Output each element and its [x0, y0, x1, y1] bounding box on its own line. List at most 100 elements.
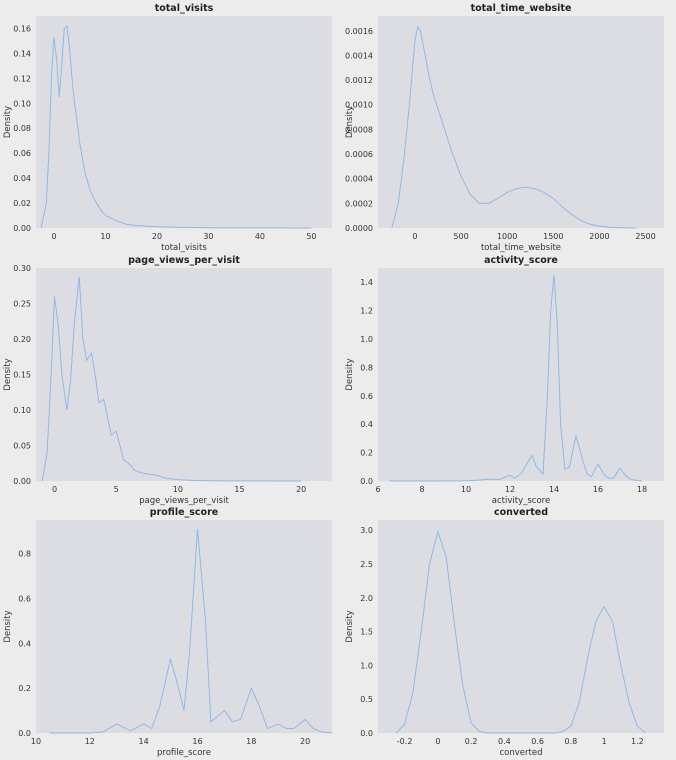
x-tick-label: 0: [51, 232, 56, 241]
x-axis-label: activity_score: [492, 496, 550, 506]
x-tick-label: 20: [296, 485, 306, 494]
y-tick-label: 0.16: [13, 24, 31, 33]
x-tick-label: 12: [505, 485, 515, 494]
x-tick-label: 20: [300, 737, 310, 746]
y-tick-label: 0.20: [13, 335, 31, 344]
x-tick-label: 0.2: [465, 737, 478, 746]
subplot-title: activity_score: [484, 255, 558, 266]
y-tick-label: 0.08: [13, 124, 31, 133]
y-axis-label: Density: [345, 358, 355, 390]
y-tick-label: 1.5: [360, 628, 373, 637]
density-curve: [395, 529, 647, 734]
plot-area: [36, 268, 332, 481]
y-axis-label: Density: [3, 610, 13, 642]
y-tick-label: 0.0: [360, 477, 373, 486]
x-tick-label: 12: [85, 737, 95, 746]
subplot-title: converted: [494, 507, 548, 518]
x-axis-label: converted: [500, 748, 543, 758]
x-tick-label: 1000: [497, 232, 517, 241]
y-tick-label: 0.0016: [345, 27, 373, 36]
subplot-4: activity_score 6 8 10 12 14 16 18 0.0 0.2 0.4 0.6 0.…: [345, 255, 664, 506]
y-tick-label: 0.0: [18, 729, 31, 738]
x-tick-label: 50: [306, 232, 316, 241]
x-tick-label: 1: [602, 737, 607, 746]
y-tick-label: 0.00: [13, 224, 31, 233]
y-tick-label: 0.0000: [345, 224, 373, 233]
x-tick-label: 20: [152, 232, 162, 241]
plot-area: [36, 520, 332, 733]
x-tick-label: 16: [593, 485, 603, 494]
x-tick-label: 500: [453, 232, 468, 241]
y-tick-label: 0.25: [13, 300, 31, 309]
y-tick-label: 0.8: [18, 550, 31, 559]
y-tick-label: 0.0004: [345, 175, 373, 184]
y-axis-label: Density: [3, 106, 13, 138]
y-tick-label: 0.0012: [345, 76, 373, 85]
subplot-title: total_time_website: [471, 3, 572, 14]
x-tick-label: 0: [435, 737, 440, 746]
subplot-2: total_time_website 0 500 1000 1500 2000 2500 0.…: [345, 3, 664, 253]
plot-area: [378, 268, 664, 481]
y-tick-label: 0.02: [13, 199, 31, 208]
y-axis-label: Density: [345, 610, 355, 642]
x-tick-label: 18: [637, 485, 647, 494]
y-tick-label: 0.14: [13, 49, 31, 58]
y-tick-label: 0.4: [18, 639, 31, 648]
y-tick-label: 0.10: [13, 406, 31, 415]
y-tick-label: 0.6: [18, 594, 31, 603]
y-tick-label: 0.10: [13, 99, 31, 108]
x-tick-label: 1.2: [631, 737, 644, 746]
y-tick-label: 0.0002: [345, 199, 373, 208]
subplot-title: profile_score: [150, 507, 218, 518]
subplot-title: page_views_per_visit: [128, 255, 240, 266]
x-axis-label: page_views_per_visit: [139, 496, 229, 506]
x-tick-label: 16: [192, 737, 202, 746]
y-tick-label: 0.0: [360, 729, 373, 738]
y-tick-label: 0.0008: [345, 125, 373, 134]
subplot-1: total_visits 0 10 20 30 40 50 0.00 0.02 0.04 0.06 0…: [3, 3, 332, 253]
x-tick-label: 0.8: [565, 737, 578, 746]
y-tick-label: 0.0010: [345, 101, 373, 110]
y-tick-label: 0.30: [13, 264, 31, 273]
y-tick-label: 1.2: [360, 307, 373, 316]
density-curve: [41, 276, 302, 482]
y-tick-label: 0.0014: [345, 51, 373, 60]
y-tick-label: 1.0: [360, 661, 373, 670]
y-tick-label: 2.0: [360, 594, 373, 603]
y-tick-label: 0.5: [360, 695, 373, 704]
y-tick-label: 0.15: [13, 371, 31, 380]
x-axis-label: total_time_website: [481, 243, 561, 253]
x-tick-label: -0.2: [397, 737, 413, 746]
x-tick-label: 14: [139, 737, 149, 746]
y-tick-label: 1.0: [360, 335, 373, 344]
x-tick-label: 0: [52, 485, 57, 494]
y-tick-label: 0.8: [360, 363, 373, 372]
y-axis-label: Density: [3, 358, 13, 390]
x-tick-label: 0.6: [531, 737, 544, 746]
y-tick-label: 0.4: [360, 420, 373, 429]
subplot-6: converted -0.2 0 0.2 0.4 0.6 0.8 1 1.2 0.0 0.5 1.0 1…: [345, 507, 664, 758]
x-tick-label: 2000: [589, 232, 609, 241]
subplot-title: total_visits: [155, 3, 214, 14]
y-tick-label: 1.4: [360, 278, 373, 287]
density-curve: [389, 275, 643, 482]
x-axis-label: total_visits: [161, 243, 207, 253]
x-tick-label: 40: [255, 232, 265, 241]
x-axis-label: profile_score: [157, 748, 211, 758]
subplot-5: profile_score 10 12 14 16 18 20 0.0 0.2 0.4 0.6 0.8…: [3, 507, 333, 758]
density-curve: [40, 24, 312, 229]
x-tick-label: 30: [203, 232, 213, 241]
y-tick-label: 0.2: [18, 684, 31, 693]
x-tick-label: 0: [412, 232, 417, 241]
plot-area: [36, 16, 332, 228]
x-tick-label: 5: [114, 485, 119, 494]
y-tick-label: 3.0: [360, 526, 373, 535]
x-tick-label: 15: [234, 485, 244, 494]
y-tick-label: 0.04: [13, 174, 31, 183]
subplot-3: page_views_per_visit 0 5 10 15 20 0.00 0.05 0.10…: [3, 255, 332, 506]
x-tick-label: 2500: [635, 232, 655, 241]
y-tick-label: 0.06: [13, 149, 31, 158]
y-tick-label: 2.5: [360, 560, 373, 569]
y-axis-label: Density: [345, 106, 355, 138]
